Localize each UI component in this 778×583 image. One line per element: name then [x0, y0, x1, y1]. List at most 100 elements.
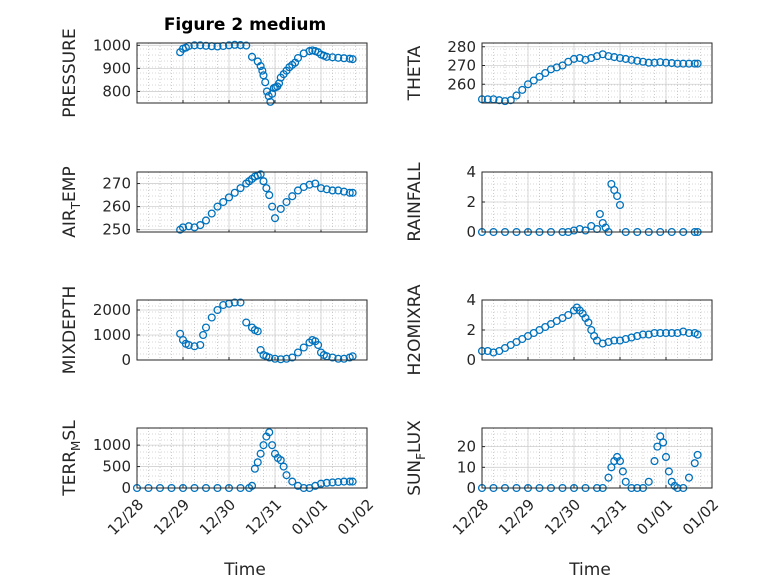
data-point	[679, 327, 688, 336]
data-point	[512, 91, 521, 100]
data-point	[256, 170, 265, 179]
data-point	[693, 59, 702, 68]
data-point	[613, 191, 622, 201]
y-tick-label: 0	[121, 479, 131, 497]
y-axis-label: SUNFLUX	[405, 420, 428, 496]
data-point	[261, 78, 270, 87]
data-point	[322, 52, 331, 61]
x-tick-label: 01/02	[334, 496, 377, 539]
data-point	[224, 193, 234, 202]
data-point	[569, 226, 579, 235]
y-tick-label: 0	[466, 351, 476, 369]
subplot-air: 250 260 270 AIRTEMP	[60, 166, 368, 239]
x-tick-label: 12/31	[242, 496, 285, 539]
axes-box	[136, 427, 368, 489]
axes-box	[136, 171, 368, 233]
data-point	[684, 328, 694, 338]
y-tick-label: 270	[102, 175, 131, 193]
y-tick-label: 1000	[93, 436, 131, 454]
data-point	[667, 59, 676, 68]
data-point	[650, 58, 659, 67]
data-point	[196, 221, 205, 230]
data-point	[523, 80, 533, 89]
data-point	[266, 97, 275, 106]
data-point	[667, 328, 676, 338]
data-point	[258, 66, 267, 75]
y-tick-label: 800	[102, 82, 131, 100]
y-tick-label: 1000	[93, 326, 131, 344]
data-point	[693, 330, 702, 339]
data-point	[615, 336, 625, 345]
data-point	[334, 53, 343, 62]
data-point	[581, 226, 590, 235]
data-point	[659, 438, 668, 447]
data-point	[293, 348, 303, 357]
data-point	[334, 186, 343, 195]
x-tick-label: 12/30	[541, 496, 584, 539]
data-point	[259, 441, 268, 450]
data-point	[569, 54, 579, 63]
y-axis-label: THETA	[405, 45, 425, 101]
data-point	[627, 333, 636, 342]
data-point	[305, 180, 314, 189]
data-point	[299, 343, 308, 352]
data-point	[661, 58, 671, 67]
y-axis-label: TERRMSL	[60, 420, 83, 497]
data-point	[316, 184, 326, 193]
data-point	[282, 471, 291, 480]
data-point	[483, 346, 492, 356]
data-point	[178, 223, 188, 232]
data-point	[584, 318, 593, 327]
data-point	[201, 216, 211, 225]
y-tick-label: 0	[121, 351, 131, 369]
data-point	[276, 204, 285, 213]
axes-box	[481, 171, 713, 233]
data-point	[518, 85, 527, 94]
data-point	[345, 54, 354, 63]
y-tick-label: 4	[466, 163, 476, 181]
axes-box	[136, 299, 368, 361]
data-point	[506, 96, 515, 105]
data-point	[288, 477, 297, 486]
data-point	[201, 323, 211, 332]
data-point	[288, 192, 297, 201]
y-tick-label: 10	[457, 458, 476, 476]
x-tick-label: 12/31	[587, 496, 630, 539]
data-point	[270, 214, 280, 223]
data-point	[339, 477, 349, 486]
data-point	[316, 479, 326, 488]
data-point	[345, 188, 354, 197]
data-point	[282, 197, 291, 207]
data-point	[230, 188, 239, 197]
y-tick-label: 250	[102, 221, 131, 239]
data-point	[253, 458, 262, 467]
y-tick-label: 500	[102, 458, 131, 476]
data-point	[242, 318, 251, 327]
data-point	[656, 58, 665, 67]
data-point	[679, 59, 688, 68]
data-point	[348, 55, 357, 64]
data-point	[610, 53, 619, 62]
y-axis-label: RAINFALL	[405, 162, 425, 242]
y-tick-label: 4	[466, 291, 476, 309]
data-point	[224, 41, 234, 50]
x-axis-label-left: Time	[223, 560, 266, 580]
data-point	[282, 354, 291, 363]
data-point	[615, 457, 625, 466]
data-point	[621, 54, 630, 63]
data-point	[242, 41, 251, 50]
subplot-terr: 0 500 1000 TERRMSL 12/28 12/29 12/30 12/31 01/01…	[60, 420, 377, 539]
data-point	[328, 478, 337, 487]
data-point	[236, 41, 245, 50]
data-point	[270, 354, 280, 363]
data-point	[276, 456, 285, 465]
subplot-rainfall: 0 2 4 RAINFALL	[405, 162, 713, 242]
data-point	[656, 328, 665, 338]
data-point	[673, 328, 682, 338]
data-point	[693, 450, 702, 459]
data-point	[334, 354, 343, 363]
y-tick-label: 20	[457, 438, 476, 456]
data-point	[334, 477, 343, 487]
subplot-sun: 0 10 20 SUNFLUX 12/28 12/29 12/30 12/31 01/01 01/…	[405, 420, 722, 539]
data-point	[644, 330, 653, 339]
